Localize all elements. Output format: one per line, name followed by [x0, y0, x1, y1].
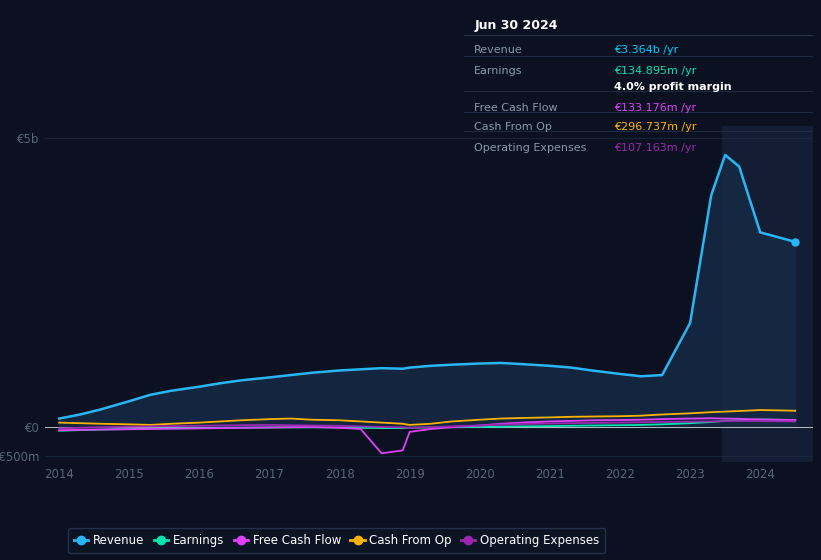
Text: Operating Expenses: Operating Expenses	[475, 143, 587, 153]
Text: €134.895m /yr: €134.895m /yr	[614, 66, 696, 76]
Legend: Revenue, Earnings, Free Cash Flow, Cash From Op, Operating Expenses: Revenue, Earnings, Free Cash Flow, Cash …	[68, 529, 605, 553]
Text: €107.163m /yr: €107.163m /yr	[614, 143, 696, 153]
Text: 4.0% profit margin: 4.0% profit margin	[614, 82, 732, 92]
Text: Revenue: Revenue	[475, 45, 523, 55]
Text: €3.364b /yr: €3.364b /yr	[614, 45, 678, 55]
Text: Free Cash Flow: Free Cash Flow	[475, 103, 558, 113]
Text: €296.737m /yr: €296.737m /yr	[614, 123, 696, 133]
Text: Jun 30 2024: Jun 30 2024	[475, 18, 557, 31]
Text: Earnings: Earnings	[475, 66, 523, 76]
Text: Cash From Op: Cash From Op	[475, 123, 553, 133]
Text: €133.176m /yr: €133.176m /yr	[614, 103, 696, 113]
Bar	[722, 126, 821, 462]
